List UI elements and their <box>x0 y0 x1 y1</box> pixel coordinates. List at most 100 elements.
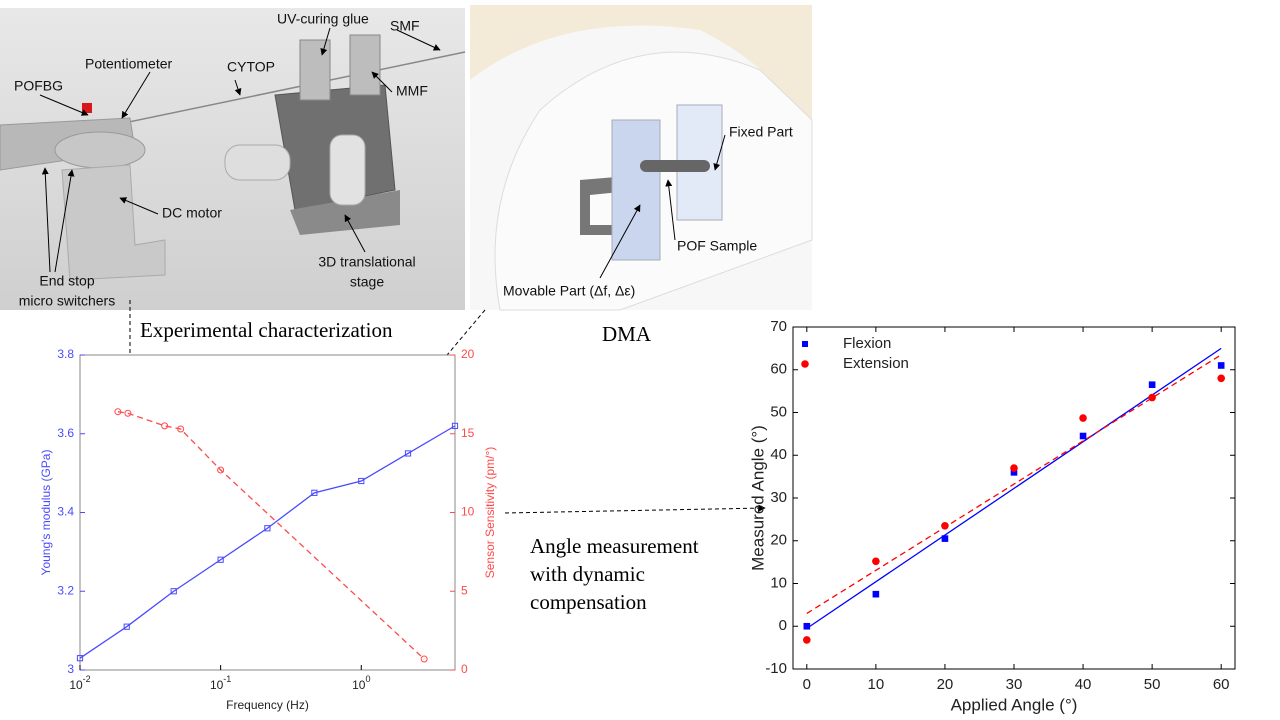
x-tick-label: 50 <box>1144 676 1161 693</box>
y-axis-label: Measured Angle (°) <box>748 425 767 571</box>
marker <box>404 450 412 457</box>
y-tick-label: 10 <box>770 574 787 591</box>
marker <box>1148 393 1156 402</box>
x-tick-exponent: -2 <box>83 674 91 684</box>
arrow <box>39 94 89 116</box>
x-tick-exponent: 0 <box>365 674 370 684</box>
legend-marker <box>802 341 808 347</box>
arrow <box>371 71 393 93</box>
x-tick-label: 20 <box>937 676 954 693</box>
arrow <box>119 197 159 215</box>
arrow <box>713 134 726 171</box>
label: POFBG <box>14 78 63 94</box>
marker <box>451 422 459 429</box>
marker <box>1217 374 1225 383</box>
x-axis-label: Applied Angle (°) <box>951 695 1078 714</box>
plot-area <box>79 354 456 671</box>
marker <box>803 636 811 644</box>
marker <box>872 557 880 566</box>
marker <box>803 622 811 630</box>
marker <box>217 466 225 474</box>
x-tick-label: 10-2 <box>69 674 90 692</box>
y-tick-label: -10 <box>765 660 787 677</box>
arrow <box>599 204 641 279</box>
label: micro switchers <box>19 293 115 309</box>
marker <box>161 422 169 430</box>
label: UV-curing glue <box>277 11 369 27</box>
marker <box>1010 464 1018 472</box>
x-tick-label: 100 <box>352 674 370 692</box>
y-tick-label: 20 <box>770 532 787 549</box>
label: DMA <box>602 322 652 346</box>
y2-axis-label: Sensor Sensitivity (pm/°) <box>483 447 497 579</box>
label: SMF <box>390 18 420 34</box>
arrow <box>344 214 366 253</box>
label: Angle measurement <box>530 534 699 558</box>
x-tick-label: 40 <box>1075 676 1092 693</box>
marker <box>420 655 428 663</box>
x-tick-label: 10 <box>868 676 885 693</box>
marker <box>1079 414 1087 422</box>
label: with dynamic <box>530 562 645 586</box>
setup-render <box>0 8 466 310</box>
x-tick-base: 10 <box>69 678 83 692</box>
label: CYTOP <box>227 59 275 75</box>
y-tick-label: 3.2 <box>57 583 74 597</box>
marker <box>311 489 318 496</box>
label: Potentiometer <box>85 56 172 72</box>
x-tick-label: 60 <box>1213 676 1230 693</box>
label: Fixed Part <box>729 124 793 140</box>
marker <box>1010 469 1018 476</box>
x-tick-label: 10-1 <box>210 674 231 692</box>
marker <box>217 556 224 563</box>
y-tick-label: 3.4 <box>57 505 74 519</box>
y-tick-label: 60 <box>770 361 787 378</box>
marker <box>358 477 365 485</box>
marker <box>124 409 132 417</box>
y2-tick-label: 5 <box>461 583 468 597</box>
legend-label: Extension <box>843 355 909 372</box>
marker <box>170 588 177 595</box>
y2-tick-label: 20 <box>461 347 475 361</box>
label: POF Sample <box>677 238 757 254</box>
label: Experimental characterization <box>140 318 393 342</box>
arrow <box>320 27 331 56</box>
marker <box>872 590 880 598</box>
marker <box>941 521 949 530</box>
x-tick-base: 10 <box>352 678 366 692</box>
y2-tick-label: 15 <box>461 426 475 440</box>
x-axis-label: Frequency (Hz) <box>226 698 309 712</box>
marker <box>76 655 84 662</box>
y-tick-label: 3 <box>67 662 74 676</box>
label: 3D translational <box>318 254 415 270</box>
marker <box>264 525 271 532</box>
y2-tick-label: 10 <box>461 505 475 519</box>
label: stage <box>350 274 384 290</box>
label: MMF <box>396 83 428 99</box>
y-tick-label: 3.6 <box>57 426 74 440</box>
arrow <box>54 169 75 273</box>
series-line <box>806 354 1222 614</box>
y-axis-label: Young's modulus (GPa) <box>39 450 53 576</box>
y-tick-label: 30 <box>770 489 787 506</box>
y-tick-label: 40 <box>770 446 787 463</box>
x-tick-label: 30 <box>1006 676 1023 693</box>
arrow <box>504 504 766 514</box>
x-tick-base: 10 <box>210 678 224 692</box>
marker <box>941 535 949 542</box>
marker <box>1217 362 1225 369</box>
x-tick-label: 0 <box>803 676 811 693</box>
y-tick-label: 70 <box>770 318 787 335</box>
marker <box>1079 432 1087 440</box>
marker <box>114 408 122 416</box>
arrow <box>41 167 51 273</box>
label: DC motor <box>162 205 222 221</box>
arrow <box>234 79 242 96</box>
label: End stop <box>39 273 94 289</box>
marker <box>177 425 185 433</box>
legend-marker <box>801 360 809 368</box>
marker <box>1148 381 1156 389</box>
label: compensation <box>530 590 647 614</box>
y2-tick-label: 0 <box>461 662 468 676</box>
